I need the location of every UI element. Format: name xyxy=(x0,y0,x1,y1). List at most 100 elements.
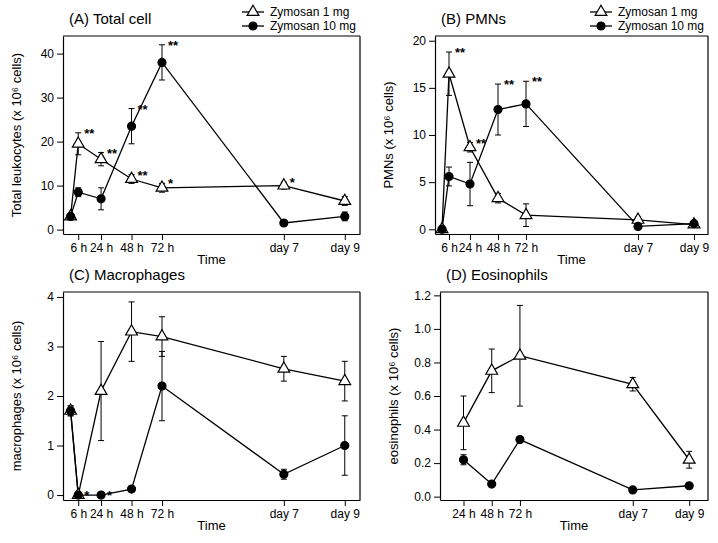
x-tick-label: 6 h xyxy=(70,507,87,521)
data-point xyxy=(634,222,642,230)
error-bar-cap xyxy=(342,415,348,416)
data-point xyxy=(95,384,107,394)
data-point xyxy=(466,180,474,188)
x-tick-mark xyxy=(284,500,285,506)
y-tick: 30 xyxy=(41,91,63,105)
y-tick-label: 0.8 xyxy=(414,356,431,370)
error-bar xyxy=(129,109,135,144)
error-bar-cap xyxy=(281,381,287,382)
significance-label: ** xyxy=(455,45,466,60)
legend-label: Zymosan 1 mg xyxy=(618,5,697,19)
y-axis-title: eosinophils (x 10⁶ cells) xyxy=(386,328,401,465)
error-bar xyxy=(461,455,467,465)
y-tick-mark xyxy=(429,229,435,230)
x-tick-label: day 9 xyxy=(680,241,710,255)
significance-label: * xyxy=(107,488,113,503)
plot-area xyxy=(458,305,695,494)
error-bar-cap xyxy=(495,84,501,85)
y-tick: 20 xyxy=(413,34,435,48)
x-tick-mark xyxy=(78,500,79,506)
x-tick-label: 6 h xyxy=(441,241,458,255)
data-point xyxy=(95,152,107,162)
data-point xyxy=(341,442,349,450)
y-tick-mark xyxy=(57,54,63,55)
data-point xyxy=(156,330,168,340)
y-tick-label: 5 xyxy=(419,175,426,189)
error-bar-cap xyxy=(68,415,74,416)
error-bar-cap xyxy=(461,449,467,450)
y-tick-mark xyxy=(57,186,63,187)
y-tick-label: 2 xyxy=(47,389,54,403)
data-point xyxy=(128,485,136,493)
y-tick-mark xyxy=(434,329,440,330)
x-tick-mark xyxy=(526,234,527,240)
error-bar-cap xyxy=(98,341,104,342)
y-tick-label: 0 xyxy=(47,488,54,502)
error-bar-cap xyxy=(342,475,348,476)
significance-label: * xyxy=(168,176,174,191)
error-bar xyxy=(159,45,165,80)
y-tick-mark xyxy=(429,41,435,42)
error-bar-cap xyxy=(129,361,135,362)
legend-label: Zymosan 10 mg xyxy=(270,19,356,33)
significance-label: * xyxy=(84,488,90,503)
panel-title: (A) Total cell xyxy=(69,10,151,27)
y-tick: 2 xyxy=(47,389,63,403)
error-bar-cap xyxy=(281,356,287,357)
y-tick-label: 0.0 xyxy=(414,490,431,504)
error-bar-cap xyxy=(129,301,135,302)
y-tick-mark xyxy=(434,396,440,397)
chart-container: 6 h24 h48 h72 hday 7day 9010203040(A) To… xyxy=(0,0,718,543)
y-tick-label: 10 xyxy=(41,179,55,193)
error-bar xyxy=(446,167,452,186)
y-tick: 1.0 xyxy=(414,322,440,336)
frame xyxy=(359,292,360,500)
x-tick-mark xyxy=(449,234,450,240)
y-tick-label: 40 xyxy=(41,47,55,61)
error-bar-cap xyxy=(523,81,529,82)
x-tick: day 9 xyxy=(331,234,361,255)
x-tick-label: 48 h xyxy=(120,241,143,255)
x-tick: 48 h xyxy=(120,234,143,255)
error-bar-cap xyxy=(342,205,348,206)
data-point xyxy=(460,456,468,464)
error-bar xyxy=(342,416,348,475)
error-bar-cap xyxy=(159,192,165,193)
legend-item: Zymosan 10 mg xyxy=(590,19,704,33)
error-bar xyxy=(98,188,104,210)
error-bar-cap xyxy=(467,205,473,206)
error-bar-cap xyxy=(446,167,452,168)
frame xyxy=(435,35,708,36)
error-bar xyxy=(342,212,348,221)
data-point xyxy=(488,480,496,488)
y-tick: 10 xyxy=(413,128,435,142)
data-point xyxy=(97,195,105,203)
x-axis-title: Time xyxy=(557,252,585,267)
y-tick-label: 15 xyxy=(413,81,427,95)
y-tick: 0 xyxy=(47,488,63,502)
x-tick-label: 72 h xyxy=(151,507,174,521)
series-line xyxy=(442,74,694,230)
error-bar-cap xyxy=(517,305,523,306)
x-tick-mark xyxy=(101,234,102,240)
panel-title: (B) PMNs xyxy=(441,10,506,27)
y-tick: 10 xyxy=(41,179,63,193)
y-tick-label: 0.2 xyxy=(414,456,431,470)
y-tick-label: 20 xyxy=(41,135,55,149)
y-tick-mark xyxy=(434,497,440,498)
y-tick: 4 xyxy=(47,290,63,304)
data-point xyxy=(97,491,105,499)
y-tick-label: 30 xyxy=(41,91,55,105)
frame xyxy=(440,291,708,292)
y-tick-mark xyxy=(57,495,63,496)
data-point xyxy=(443,67,455,77)
data-point xyxy=(341,212,349,220)
x-tick-label: 48 h xyxy=(481,507,504,521)
data-point xyxy=(74,188,82,196)
y-tick-label: 10 xyxy=(413,128,427,142)
panel: 24 h48 h72 hday 7day 90.00.20.40.60.81.0… xyxy=(386,266,709,533)
data-point xyxy=(72,137,84,147)
y-tick-label: 0.6 xyxy=(414,389,431,403)
error-bar-cap xyxy=(461,464,467,465)
data-point xyxy=(458,416,470,426)
